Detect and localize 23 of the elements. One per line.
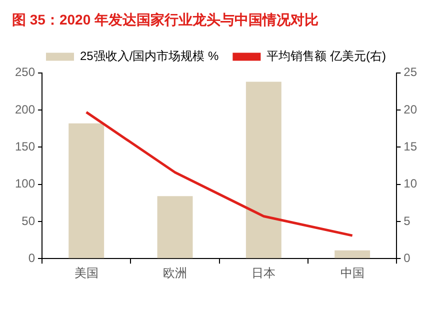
bar <box>246 82 282 258</box>
y2-tick-label: 15 <box>404 139 418 154</box>
bar <box>68 123 104 258</box>
y2-tick-label: 10 <box>404 176 418 191</box>
y2-tick-label: 5 <box>404 214 411 228</box>
y-tick-label: 100 <box>14 176 36 191</box>
y2-tick-label: 25 <box>404 65 418 80</box>
chart-title: 图 35：2020 年发达国家行业龙头与中国情况对比 <box>12 11 318 28</box>
y-tick-label: 50 <box>22 214 36 228</box>
y2-tick-label: 0 <box>404 250 411 265</box>
bar <box>334 250 370 258</box>
x-tick-label: 中国 <box>340 266 364 280</box>
x-tick-label: 欧洲 <box>163 266 188 280</box>
y-tick-label: 250 <box>14 65 36 80</box>
legend-label: 平均销售额 亿美元(右) <box>266 49 386 64</box>
legend-label: 25强收入/国内市场规模 % <box>80 49 220 64</box>
y-tick-label: 0 <box>28 250 36 265</box>
bar <box>157 196 193 258</box>
y-tick-label: 150 <box>14 139 36 154</box>
y-tick-label: 200 <box>14 102 36 116</box>
x-tick-label: 美国 <box>74 266 98 280</box>
y2-tick-label: 20 <box>404 102 418 116</box>
x-tick-label: 日本 <box>252 266 276 280</box>
